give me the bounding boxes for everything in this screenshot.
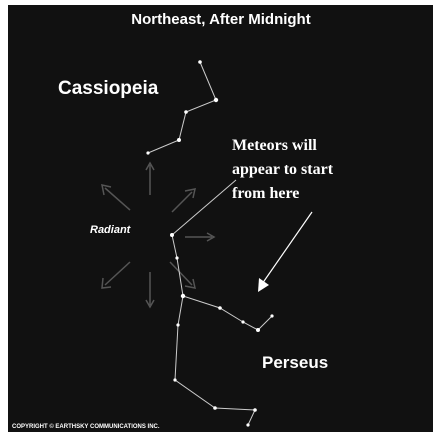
title: Northeast, After Midnight [131,11,310,28]
constellation-label: Cassiopeia [58,78,159,99]
page: {"header": {"title": "Northeast, After M… [0,0,442,439]
constellation-label: Perseus [262,353,328,372]
annotation-line: Meteors will [232,137,317,154]
sky-background [8,5,433,432]
copyright: COPYRIGHT © EARTHSKY COMMUNICATIONS INC. [12,423,160,430]
star-chart: Northeast, After Midnight Cassiopeia Rad… [0,0,442,439]
annotation-line: from here [232,185,299,202]
radiant-label: Radiant [90,224,132,236]
annotation-line: appear to start [232,161,334,178]
